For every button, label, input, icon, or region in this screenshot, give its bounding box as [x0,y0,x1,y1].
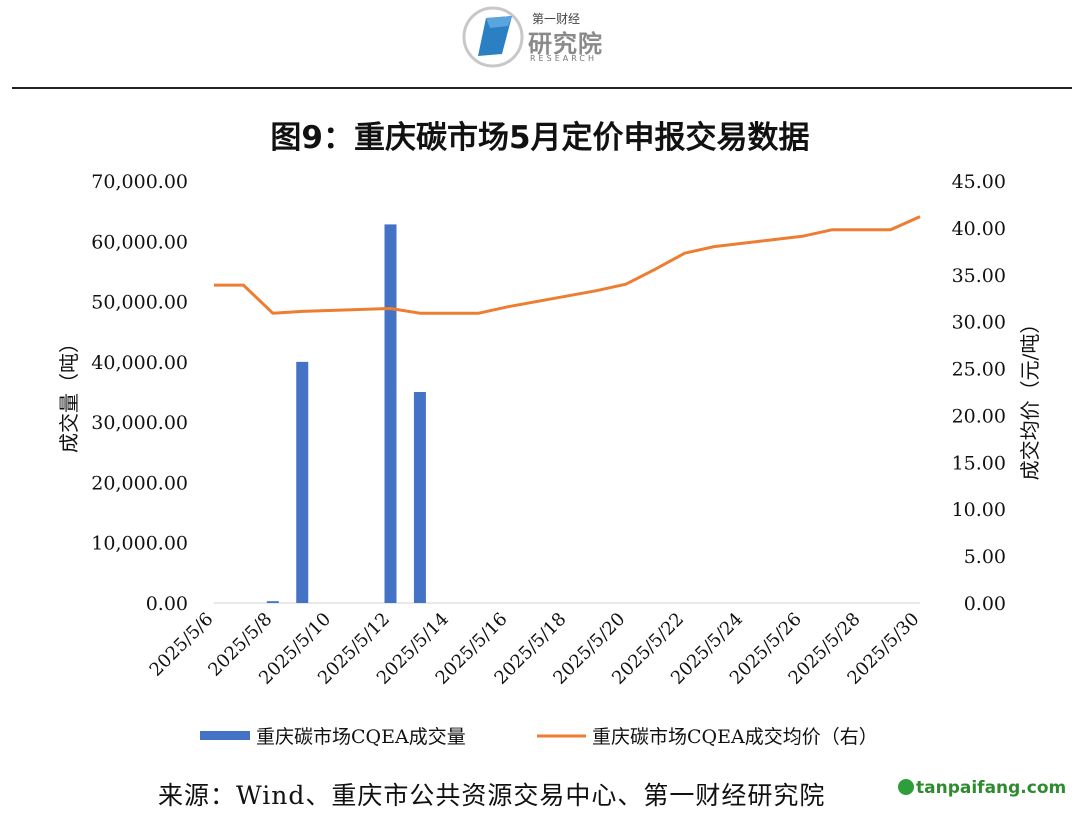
right-tick-label: 25.00 [952,359,1006,381]
left-tick-label: 60,000.00 [91,231,188,253]
watermark-logo-icon [898,779,914,795]
right-tick-label: 0.00 [964,593,1006,615]
legend-line-label: 重庆碳市场CQEA成交均价（右） [592,726,878,748]
legend-bar-label: 重庆碳市场CQEA成交量 [256,726,466,748]
logo-text-en: RESEARCH [530,54,597,63]
header-divider [12,87,1072,89]
legend: 重庆碳市场CQEA成交量 重庆碳市场CQEA成交均价（右） [200,726,878,748]
watermark: tanpaifang.com [898,778,1066,798]
logo-text-big: 研究院 [528,30,603,58]
left-tick-label: 50,000.00 [91,292,188,314]
right-axis: 0.00 5.00 10.00 15.00 20.00 25.00 30.00 35.00 40… [952,171,1006,615]
watermark-text: tanpaifang.com [916,778,1067,798]
volume-bar [296,361,309,603]
right-tick-label: 45.00 [952,171,1006,193]
right-tick-label: 20.00 [952,405,1006,427]
left-tick-label: 0.00 [146,593,188,615]
source-note: 来源：Wind、重庆市公共资源交易中心、第一财经研究院 [158,781,826,810]
right-tick-label: 35.00 [952,265,1006,287]
left-tick-label: 10,000.00 [91,533,188,555]
right-tick-label: 30.00 [952,312,1006,334]
right-tick-label: 40.00 [952,218,1006,240]
right-tick-label: 5.00 [964,546,1006,568]
right-tick-label: 10.00 [952,499,1006,521]
x-axis: 2025/5/62025/5/82025/5/102025/5/122025/5… [146,609,924,689]
y-axis-right-label: 成交均价（元/吨） [1018,314,1042,481]
right-tick-label: 15.00 [952,452,1006,474]
left-tick-label: 70,000.00 [91,171,188,193]
logo: 第一财经 研究院 RESEARCH [462,6,622,68]
volume-bar [413,392,426,603]
left-tick-label: 30,000.00 [91,412,188,434]
left-axis: 0.00 10,000.00 20,000.00 30,000.00 40,000.00… [91,171,188,615]
logo-mark-icon [462,6,524,68]
left-tick-label: 40,000.00 [91,352,188,374]
x-tick-label: 2025/5/6 [146,609,218,681]
volume-bar [266,601,279,603]
bar-series [266,224,426,604]
left-tick-label: 20,000.00 [91,472,188,494]
logo-text-small: 第一财经 [532,12,581,26]
volume-bar [384,224,397,604]
y-axis-left-label: 成交量（吨） [57,333,81,453]
chart-title: 图9：重庆碳市场5月定价申报交易数据 [270,120,810,156]
legend-bar-swatch [200,731,250,740]
price-line [214,215,921,315]
